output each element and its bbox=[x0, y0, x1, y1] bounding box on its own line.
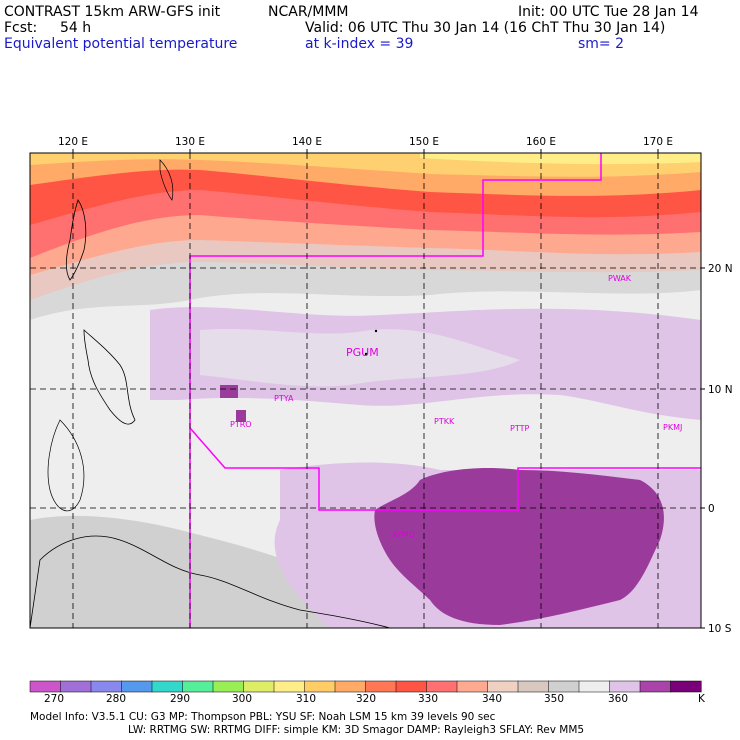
colorbar-label-310: 310 bbox=[296, 693, 317, 705]
colorbar-swatch bbox=[487, 680, 519, 693]
lon-label-150e: 150 E bbox=[409, 136, 439, 148]
colorbar-swatch bbox=[29, 680, 62, 693]
lon-label-130e: 130 E bbox=[175, 136, 205, 148]
colorbar-swatch bbox=[151, 680, 184, 693]
colorbar-swatch bbox=[426, 680, 458, 693]
model-title: CONTRAST 15km ARW-GFS init bbox=[4, 4, 221, 20]
colorbar-swatch bbox=[304, 680, 336, 693]
station-ptkk: PTKK bbox=[434, 417, 455, 426]
colorbar-unit: K bbox=[698, 693, 705, 705]
colorbar-swatch bbox=[670, 680, 702, 693]
lon-label-170e: 170 E bbox=[643, 136, 673, 148]
station-pkmj: PKMJ bbox=[663, 423, 682, 432]
colorbar-swatch bbox=[639, 680, 672, 693]
colorbar-swatch bbox=[578, 680, 611, 693]
colorbar-label-290: 290 bbox=[170, 693, 191, 705]
colorbar-label-350: 350 bbox=[544, 693, 565, 705]
smoothing-info: sm= 2 bbox=[578, 36, 625, 52]
forecast-label: Fcst: bbox=[4, 20, 38, 36]
colorbar-swatch bbox=[273, 680, 306, 693]
valid-time: Valid: 06 UTC Thu 30 Jan 14 (16 ChT Thu … bbox=[305, 20, 666, 36]
field-name: Equivalent potential temperature bbox=[4, 36, 238, 52]
colorbar-swatch bbox=[365, 680, 397, 693]
colorbar-label-300: 300 bbox=[232, 693, 253, 705]
level-info: at k-index = 39 bbox=[305, 36, 414, 52]
lon-label-120e: 120 E bbox=[58, 136, 88, 148]
lat-label-10s: 10 S bbox=[708, 623, 732, 635]
region-boundary-south bbox=[189, 427, 701, 511]
station-ptro: PTRO bbox=[230, 420, 252, 429]
station-pwak: PWAK bbox=[608, 274, 632, 283]
station-pttp: PTTP bbox=[510, 424, 529, 433]
lon-label-140e: 140 E bbox=[292, 136, 322, 148]
colorbar-swatch bbox=[243, 680, 275, 693]
center-label: NCAR/MMM bbox=[268, 4, 349, 20]
colorbar-swatch bbox=[60, 680, 92, 693]
colorbar-swatch bbox=[182, 680, 214, 693]
colorbar-swatch bbox=[395, 680, 428, 693]
colorbar-swatch bbox=[456, 680, 489, 693]
colorbar-label-270: 270 bbox=[44, 693, 65, 705]
colorbar-label-360: 360 bbox=[608, 693, 629, 705]
lon-label-160e: 160 E bbox=[526, 136, 556, 148]
colorbar-label-340: 340 bbox=[482, 693, 503, 705]
init-time: Init: 00 UTC Tue 28 Jan 14 bbox=[518, 4, 699, 20]
station-ptya: PTYA bbox=[274, 394, 294, 403]
station-aymo: AYMO bbox=[392, 530, 415, 539]
axis-ticks bbox=[72, 149, 705, 629]
colorbar-label-330: 330 bbox=[418, 693, 439, 705]
forecast-hour: 54 h bbox=[60, 20, 92, 36]
station-pgum: PGUM bbox=[346, 346, 379, 359]
colorbar-label-280: 280 bbox=[106, 693, 127, 705]
lat-label-10n: 10 N bbox=[708, 384, 733, 396]
model-info-line1: Model Info: V3.5.1 CU: G3 MP: Thompson P… bbox=[30, 711, 496, 723]
colorbar-swatch bbox=[334, 680, 367, 693]
colorbar-swatch bbox=[609, 680, 641, 693]
lat-label-20n: 20 N bbox=[708, 263, 733, 275]
colorbar-swatch bbox=[212, 680, 245, 693]
color-bar bbox=[29, 680, 702, 693]
colorbar-swatch bbox=[90, 680, 123, 693]
model-info-line2: LW: RRTMG SW: RRTMG DIFF: simple KM: 3D … bbox=[128, 724, 585, 736]
colorbar-swatch bbox=[517, 680, 550, 693]
colorbar-swatch bbox=[121, 680, 153, 693]
colorbar-label-320: 320 bbox=[356, 693, 377, 705]
lat-label-0: 0 bbox=[708, 503, 715, 515]
map-frame bbox=[29, 152, 702, 629]
lat-lon-grid bbox=[30, 153, 701, 628]
colorbar-swatch bbox=[548, 680, 580, 693]
map-field bbox=[30, 153, 701, 628]
